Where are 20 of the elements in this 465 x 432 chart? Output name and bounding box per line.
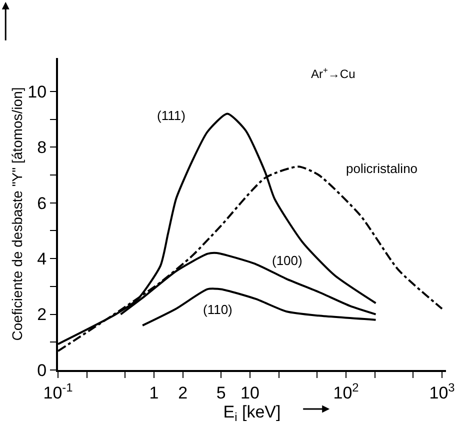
x-tick-label: 1 [149, 383, 159, 402]
y-tick-label: 10 [28, 82, 47, 102]
x-tick-label: 2 [178, 383, 188, 402]
series-label: (110) [203, 302, 232, 317]
x-tick-label: 10$^{3}$ [429, 380, 456, 402]
x-tick-label: 10 [240, 383, 260, 402]
x-axis-title: E$_{i}$ [keV] [223, 402, 281, 424]
x-tick-label: 10$^{2}$ [333, 380, 360, 402]
series-label: (100) [272, 253, 302, 268]
y-tick-label: 2 [37, 305, 47, 324]
y-tick-label: 0 [37, 360, 47, 380]
series-label: policristalino [346, 161, 418, 176]
series-label: (111) [157, 108, 186, 123]
x-tick-label: 5 [216, 383, 226, 402]
y-tick-label: 4 [37, 250, 47, 269]
y-axis-title: Coeficiente de desbaste "Y" [átomos/ion] [8, 87, 25, 341]
y-tick-label: 8 [37, 138, 47, 158]
x-tick-label: 10$^{-1}$ [43, 380, 74, 402]
y-tick-label: 6 [37, 194, 47, 213]
annotation: Ar$^{+}$→Cu [311, 65, 356, 82]
